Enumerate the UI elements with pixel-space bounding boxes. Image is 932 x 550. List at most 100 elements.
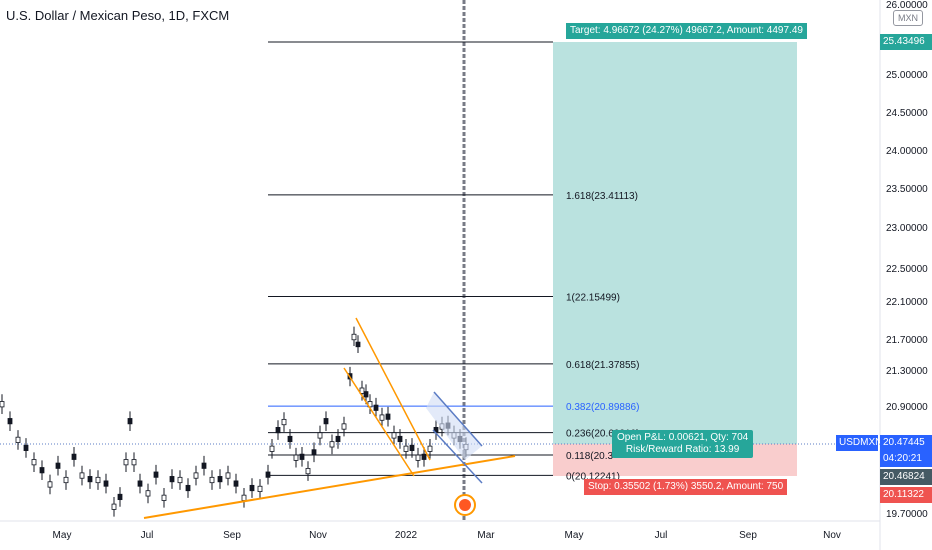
candlestick-series (0, 326, 469, 517)
candle-body (299, 453, 305, 460)
fibonacci-extension[interactable]: 1.618(23.41113) 1(22.15499) 0.618(21.37855… (268, 191, 639, 482)
fib-level-label: 0(20.12241) (566, 471, 620, 482)
stop-label[interactable]: Stop: 0.35502 (1.73%) 3550.2, Amount: 75… (584, 479, 788, 495)
candle-body (355, 341, 361, 348)
candle-body (209, 476, 215, 484)
candle-body (23, 444, 29, 451)
candle-body (87, 476, 93, 483)
fib-level-label: 0.236(20.60210) (566, 429, 639, 440)
channel-lower-line[interactable] (432, 429, 483, 484)
time-tick-label: May (565, 530, 584, 541)
candle-body (201, 462, 207, 469)
price-tick-label: 24.00000 (886, 146, 928, 157)
candle-body (421, 453, 427, 460)
candle-body (391, 432, 397, 439)
current-price-tag: 20.47445 (880, 435, 932, 451)
candle-body (329, 441, 335, 448)
candle-body (31, 459, 37, 466)
target-price-tag: 25.43496 (880, 34, 932, 50)
wedge-lower-line[interactable] (343, 367, 415, 477)
candle-body (177, 476, 183, 484)
candle-body (117, 493, 123, 501)
candle-body (249, 484, 255, 492)
candle-body (95, 476, 101, 484)
wedge-upper-line[interactable] (355, 317, 431, 461)
candle-body (111, 503, 117, 510)
entry-price-tag: 20.46824 (880, 469, 932, 485)
fib-level-label: 1(22.15499) (566, 292, 620, 303)
candle-body (79, 472, 85, 479)
price-tick-label: 22.10000 (886, 297, 928, 308)
price-tick-label: 26.00000 (886, 0, 928, 11)
candle-body (241, 494, 247, 501)
candle-body (415, 454, 421, 461)
candle-body (161, 494, 167, 501)
time-tick-label: Jul (141, 530, 154, 541)
candle-body (275, 426, 281, 434)
candle-body (323, 418, 329, 425)
fib-level-label: 0.118(20.3 (566, 451, 614, 462)
target-zone[interactable] (553, 42, 797, 444)
time-tick-label: Nov (823, 530, 841, 541)
open-pl-text: Open P&L: 0.00621, Qty: 704 (617, 432, 749, 443)
candle-body (225, 472, 231, 479)
currency-badge[interactable]: MXN (893, 10, 923, 26)
target-label[interactable]: Target: 4.96672 (24.27%) 49667.2, Amount… (566, 23, 807, 39)
candle-body (363, 391, 369, 398)
candle-body (185, 484, 191, 492)
fib-level-label: 0.618(21.37855) (566, 360, 639, 371)
candle-body (233, 480, 239, 487)
candle-body (281, 418, 287, 426)
price-tick-label: 23.50000 (886, 184, 928, 195)
candle-body (39, 467, 45, 474)
earnings-event-icon-inner (459, 499, 471, 511)
candle-body (47, 481, 53, 488)
candle-body (397, 435, 403, 443)
channel-upper-line[interactable] (433, 391, 483, 447)
candle-body (403, 445, 409, 452)
chart-title: U.S. Dollar / Mexican Peso, 1D, FXCM (6, 8, 230, 23)
price-tick-label: 22.50000 (886, 264, 928, 275)
time-tick-label: Jul (655, 530, 668, 541)
candle-body (145, 490, 151, 497)
candle-body (287, 435, 293, 443)
price-axis[interactable]: 26.00000 25.00000 24.50000 24.00000 23.50000… (886, 0, 928, 520)
candle-body (379, 414, 385, 421)
candle-body (311, 449, 317, 456)
candle-body (7, 418, 13, 425)
candle-body (269, 445, 275, 452)
fib-level-label: 1.618(23.41113) (566, 191, 638, 202)
time-axis[interactable]: May Jul Sep Nov 2022 Mar May Jul Sep Nov (53, 530, 841, 541)
candle-body (55, 462, 61, 469)
candle-body (131, 459, 137, 466)
candle-body (265, 471, 271, 478)
candle-body (103, 480, 109, 487)
candle-body (71, 453, 77, 460)
stop-price-tag: 20.11322 (880, 487, 932, 503)
candle-body (293, 454, 299, 461)
candle-body (0, 401, 5, 408)
candle-body (409, 444, 415, 451)
candle-body (305, 468, 311, 475)
price-tick-label: 20.90000 (886, 402, 928, 413)
fib-level-label: 0.382(20.89886) (566, 402, 639, 413)
candle-body (341, 423, 347, 430)
candle-body (153, 471, 159, 478)
candle-body (257, 485, 263, 492)
candle-body (63, 476, 69, 484)
candle-body (127, 418, 133, 425)
candle-body (137, 480, 143, 487)
time-tick-label: Nov (309, 530, 327, 541)
candle-body (385, 413, 391, 420)
time-tick-label: Mar (477, 530, 495, 541)
time-tick-label: 2022 (395, 530, 418, 541)
price-tick-label: 19.70000 (886, 509, 928, 520)
candle-body (217, 476, 223, 483)
channel-fill[interactable] (426, 392, 482, 460)
support-trendline[interactable] (143, 455, 516, 519)
time-tick-label: Sep (223, 530, 241, 541)
open-pl-box[interactable]: Open P&L: 0.00621, Qty: 704 Risk/Reward … (612, 430, 754, 458)
candle-body (169, 476, 175, 483)
risk-reward-text: Risk/Reward Ratio: 13.99 (625, 444, 740, 455)
